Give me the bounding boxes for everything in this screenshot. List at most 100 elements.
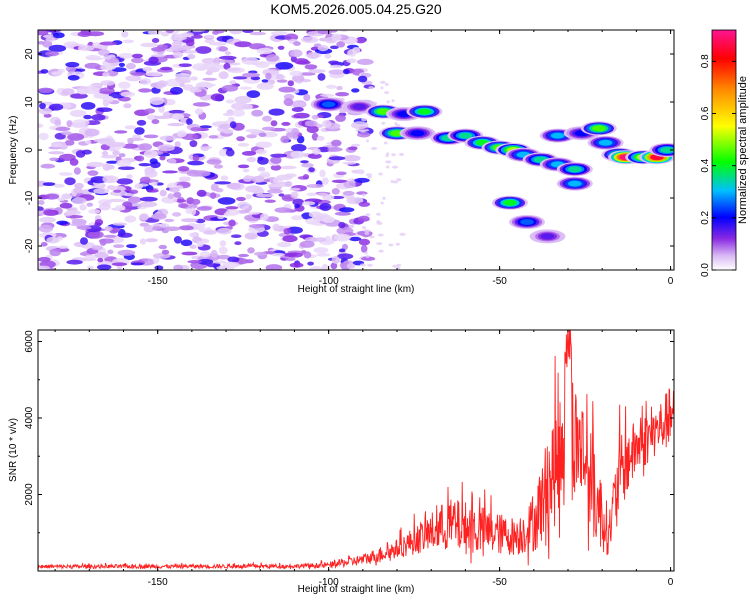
noise-cell (174, 73, 191, 79)
noise-cell (83, 114, 92, 120)
noise-cell (382, 196, 386, 200)
noise-cell (337, 253, 354, 260)
signal-blob (649, 143, 674, 157)
noise-cell (335, 114, 346, 122)
x-tick-label: -150 (148, 577, 168, 588)
noise-cell (143, 150, 158, 158)
noise-cell (336, 85, 343, 91)
snr-axes: -150 -100 -50 0 2000 4000 6000 (24, 330, 674, 588)
noise-cell (143, 134, 159, 139)
noise-cell (328, 60, 339, 65)
noise-cell (56, 220, 69, 225)
noise-cell (117, 249, 136, 256)
noise-cell (220, 175, 229, 181)
noise-cell (358, 238, 370, 246)
noise-cell (96, 107, 113, 112)
noise-cell (177, 166, 190, 172)
noise-cell (77, 45, 95, 52)
noise-cell (70, 93, 88, 99)
noise-cell (151, 38, 160, 43)
noise-cell (319, 169, 326, 178)
noise-cell (226, 182, 241, 190)
noise-cell (229, 30, 243, 35)
noise-cell (193, 170, 211, 177)
noise-cell (384, 91, 390, 95)
noise-cell (107, 198, 126, 203)
noise-cell (150, 181, 158, 186)
noise-cell (222, 112, 235, 117)
noise-cell (362, 226, 367, 230)
noise-cell (316, 135, 325, 141)
noise-cell (377, 233, 384, 237)
noise-cell (181, 251, 198, 256)
noise-cell (331, 256, 340, 264)
noise-cell (306, 125, 319, 134)
noise-cell (263, 178, 270, 183)
noise-cell (122, 143, 139, 149)
noise-cell (346, 58, 357, 63)
noise-cell (236, 136, 246, 142)
noise-cell (86, 202, 94, 207)
noise-cell (180, 239, 193, 247)
noise-cell (214, 181, 232, 185)
noise-cell (161, 196, 178, 204)
noise-cell (117, 232, 133, 238)
noise-cell (138, 163, 151, 167)
noise-cell (282, 235, 298, 243)
noise-cell (383, 141, 388, 145)
noise-cell (237, 201, 250, 210)
noise-cell (102, 72, 110, 77)
noise-cell (242, 72, 261, 78)
y-tick-label: 20 (24, 48, 35, 60)
noise-cell (80, 30, 92, 36)
noise-cell (208, 135, 219, 139)
x-tick-label: -100 (319, 276, 339, 287)
noise-cell (213, 164, 224, 169)
noise-cell (217, 227, 232, 235)
noise-cell (192, 102, 211, 107)
noise-cell (365, 255, 370, 258)
noise-cell (321, 177, 329, 185)
noise-cell (187, 53, 196, 60)
noise-cell (378, 172, 383, 176)
noise-cell (151, 54, 167, 58)
colorbar-ticks: 0.0 0.2 0.4 0.6 0.8 (700, 54, 736, 277)
noise-cell (331, 33, 342, 41)
noise-cell (301, 36, 319, 43)
colorbar-scale (711, 29, 737, 271)
colorbar-tick-label: 0.8 (700, 54, 711, 68)
noise-cell (289, 262, 304, 268)
noise-cell (294, 113, 306, 117)
noise-cell (173, 236, 182, 244)
noise-cell (187, 260, 203, 264)
noise-cell (138, 88, 152, 93)
signal-blob (406, 104, 443, 119)
noise-cell (97, 137, 116, 145)
noise-cell (274, 207, 292, 213)
noise-cell (265, 72, 272, 80)
noise-cell (242, 168, 250, 173)
noise-cell (364, 251, 368, 255)
noise-cell (245, 194, 252, 200)
noise-cell (67, 133, 85, 141)
noise-cell (99, 41, 117, 46)
noise-cell (196, 206, 212, 211)
noise-cell (257, 166, 266, 172)
noise-cell (275, 62, 294, 70)
noise-cell (169, 45, 187, 51)
noise-cell (112, 150, 120, 156)
noise-cell (363, 229, 371, 233)
noise-cell (364, 231, 370, 235)
noise-cell (330, 195, 345, 200)
noise-cell (169, 187, 180, 193)
noise-cell (361, 193, 366, 197)
noise-cell (380, 201, 384, 205)
noise-cell (201, 146, 213, 150)
noise-cell (301, 163, 314, 168)
noise-cell (40, 242, 48, 247)
noise-cell (48, 44, 67, 53)
noise-cell (313, 247, 329, 254)
noise-cell (311, 114, 319, 120)
noise-cell (256, 193, 274, 198)
noise-cell (79, 204, 87, 211)
